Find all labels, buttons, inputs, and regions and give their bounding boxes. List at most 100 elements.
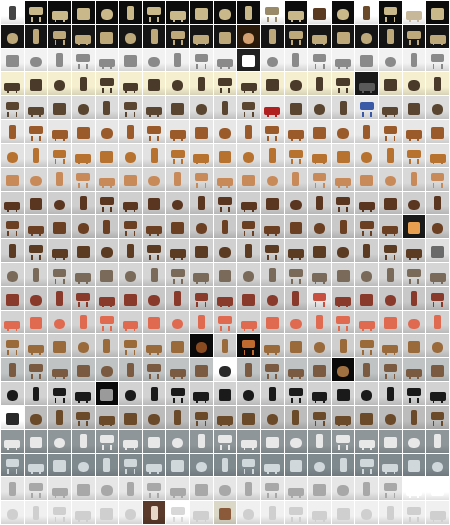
- furniture-thumbnail[interactable]: [25, 311, 48, 334]
- furniture-thumbnail[interactable]: [190, 25, 213, 48]
- furniture-thumbnail[interactable]: [190, 430, 213, 453]
- furniture-thumbnail[interactable]: [332, 477, 355, 500]
- furniture-thumbnail[interactable]: [190, 215, 213, 238]
- furniture-thumbnail[interactable]: [403, 72, 426, 95]
- furniture-thumbnail[interactable]: [1, 168, 24, 191]
- furniture-thumbnail[interactable]: [237, 144, 260, 167]
- furniture-thumbnail[interactable]: [403, 430, 426, 453]
- furniture-thumbnail[interactable]: [379, 287, 402, 310]
- furniture-thumbnail[interactable]: [166, 358, 189, 381]
- furniture-thumbnail[interactable]: [379, 1, 402, 24]
- furniture-thumbnail[interactable]: [426, 334, 449, 357]
- furniture-thumbnail[interactable]: [72, 120, 95, 143]
- furniture-thumbnail[interactable]: [355, 358, 378, 381]
- furniture-thumbnail[interactable]: [214, 168, 237, 191]
- furniture-thumbnail[interactable]: [261, 215, 284, 238]
- furniture-thumbnail[interactable]: [355, 287, 378, 310]
- furniture-thumbnail[interactable]: [379, 430, 402, 453]
- furniture-thumbnail[interactable]: [143, 334, 166, 357]
- furniture-thumbnail[interactable]: [285, 96, 308, 119]
- furniture-thumbnail[interactable]: [25, 96, 48, 119]
- furniture-thumbnail[interactable]: [261, 382, 284, 405]
- furniture-thumbnail[interactable]: [119, 1, 142, 24]
- furniture-thumbnail[interactable]: [72, 144, 95, 167]
- furniture-thumbnail[interactable]: [119, 358, 142, 381]
- furniture-thumbnail[interactable]: [426, 311, 449, 334]
- furniture-thumbnail[interactable]: [96, 287, 119, 310]
- furniture-thumbnail[interactable]: [143, 1, 166, 24]
- furniture-thumbnail[interactable]: [403, 311, 426, 334]
- furniture-thumbnail[interactable]: [166, 1, 189, 24]
- furniture-thumbnail[interactable]: [119, 334, 142, 357]
- furniture-thumbnail[interactable]: [1, 120, 24, 143]
- furniture-thumbnail[interactable]: [96, 25, 119, 48]
- furniture-thumbnail[interactable]: [214, 215, 237, 238]
- furniture-thumbnail[interactable]: [143, 477, 166, 500]
- furniture-thumbnail[interactable]: [214, 120, 237, 143]
- furniture-thumbnail[interactable]: [48, 192, 71, 215]
- furniture-thumbnail[interactable]: [426, 477, 449, 500]
- furniture-thumbnail[interactable]: [143, 406, 166, 429]
- furniture-thumbnail[interactable]: [332, 168, 355, 191]
- furniture-thumbnail[interactable]: [72, 287, 95, 310]
- furniture-thumbnail[interactable]: [237, 239, 260, 262]
- furniture-thumbnail[interactable]: [166, 311, 189, 334]
- furniture-thumbnail[interactable]: [48, 239, 71, 262]
- furniture-thumbnail[interactable]: [426, 120, 449, 143]
- furniture-thumbnail[interactable]: [166, 430, 189, 453]
- furniture-thumbnail[interactable]: [308, 263, 331, 286]
- furniture-thumbnail[interactable]: [1, 430, 24, 453]
- furniture-thumbnail[interactable]: [379, 168, 402, 191]
- furniture-thumbnail[interactable]: [1, 49, 24, 72]
- furniture-thumbnail[interactable]: [25, 382, 48, 405]
- furniture-thumbnail[interactable]: [332, 72, 355, 95]
- furniture-thumbnail[interactable]: [403, 334, 426, 357]
- furniture-thumbnail[interactable]: [261, 430, 284, 453]
- furniture-thumbnail[interactable]: [166, 144, 189, 167]
- furniture-thumbnail[interactable]: [119, 215, 142, 238]
- furniture-thumbnail[interactable]: [237, 263, 260, 286]
- furniture-thumbnail[interactable]: [214, 49, 237, 72]
- furniture-thumbnail[interactable]: [25, 192, 48, 215]
- furniture-thumbnail[interactable]: [426, 287, 449, 310]
- furniture-thumbnail[interactable]: [1, 1, 24, 24]
- furniture-thumbnail[interactable]: [25, 358, 48, 381]
- furniture-thumbnail[interactable]: [308, 334, 331, 357]
- furniture-thumbnail[interactable]: [214, 263, 237, 286]
- furniture-thumbnail[interactable]: [1, 215, 24, 238]
- furniture-thumbnail[interactable]: [25, 72, 48, 95]
- furniture-thumbnail[interactable]: [308, 192, 331, 215]
- furniture-thumbnail[interactable]: [355, 430, 378, 453]
- furniture-thumbnail[interactable]: [48, 120, 71, 143]
- furniture-thumbnail[interactable]: [261, 263, 284, 286]
- furniture-thumbnail[interactable]: [96, 382, 119, 405]
- furniture-thumbnail[interactable]: [48, 72, 71, 95]
- furniture-thumbnail[interactable]: [143, 120, 166, 143]
- furniture-thumbnail[interactable]: [96, 358, 119, 381]
- furniture-thumbnail[interactable]: [190, 239, 213, 262]
- furniture-thumbnail[interactable]: [72, 72, 95, 95]
- furniture-thumbnail[interactable]: [25, 334, 48, 357]
- furniture-thumbnail[interactable]: [403, 25, 426, 48]
- furniture-thumbnail[interactable]: [261, 49, 284, 72]
- furniture-thumbnail[interactable]: [355, 454, 378, 477]
- furniture-thumbnail[interactable]: [237, 454, 260, 477]
- furniture-thumbnail[interactable]: [379, 72, 402, 95]
- furniture-thumbnail[interactable]: [261, 406, 284, 429]
- furniture-thumbnail[interactable]: [214, 96, 237, 119]
- furniture-thumbnail[interactable]: [214, 477, 237, 500]
- furniture-thumbnail[interactable]: [379, 501, 402, 524]
- furniture-thumbnail[interactable]: [214, 406, 237, 429]
- furniture-thumbnail[interactable]: [237, 215, 260, 238]
- furniture-thumbnail[interactable]: [96, 239, 119, 262]
- furniture-thumbnail[interactable]: [166, 454, 189, 477]
- furniture-thumbnail[interactable]: [426, 72, 449, 95]
- furniture-thumbnail[interactable]: [332, 96, 355, 119]
- furniture-thumbnail[interactable]: [214, 25, 237, 48]
- furniture-thumbnail[interactable]: [1, 311, 24, 334]
- furniture-thumbnail[interactable]: [190, 287, 213, 310]
- furniture-thumbnail[interactable]: [48, 430, 71, 453]
- furniture-thumbnail[interactable]: [143, 25, 166, 48]
- furniture-thumbnail[interactable]: [96, 406, 119, 429]
- furniture-thumbnail[interactable]: [1, 144, 24, 167]
